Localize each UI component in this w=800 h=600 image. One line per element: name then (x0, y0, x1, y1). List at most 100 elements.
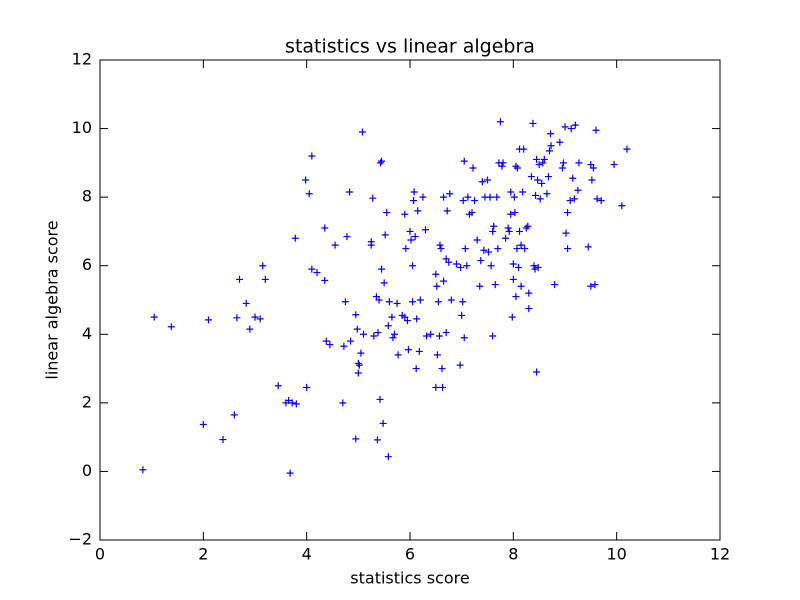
scatter-point (370, 332, 378, 340)
scatter-point (493, 193, 501, 201)
scatter-point (525, 289, 533, 297)
scatter-point (515, 263, 522, 271)
scatter-point (558, 164, 566, 172)
scatter-point (286, 469, 294, 477)
scatter-point (380, 279, 388, 287)
scatter-point (383, 209, 391, 217)
y-tick-label: 10 (72, 118, 92, 137)
scatter-point (352, 435, 360, 443)
scatter-point (546, 147, 553, 155)
scatter-point (292, 400, 300, 408)
scatter-point (354, 359, 362, 367)
scatter-point (538, 179, 546, 187)
scatter-point (150, 313, 158, 321)
scatter-point (321, 224, 329, 232)
scatter-point (413, 315, 421, 323)
scatter-point (504, 224, 512, 232)
scatter-point (389, 334, 397, 342)
scatter-point (524, 222, 532, 230)
scatter-point (499, 159, 507, 167)
scatter-point (375, 296, 383, 304)
scatter-point (525, 305, 533, 313)
scatter-point (512, 293, 520, 301)
x-tick-label: 12 (710, 545, 730, 564)
scatter-point (591, 281, 599, 289)
scatter-point (535, 161, 543, 169)
scatter-point (561, 123, 569, 131)
scatter-point (534, 176, 542, 184)
scatter-point (460, 157, 468, 165)
scatter-point (367, 238, 375, 246)
scatter-point (437, 245, 445, 253)
scatter-point (303, 383, 311, 391)
scatter-point (569, 174, 577, 182)
scatter-point (331, 241, 339, 249)
x-tick-label: 10 (606, 545, 626, 564)
scatter-point (403, 317, 411, 325)
scatter-point (532, 191, 540, 199)
x-tick-label: 0 (95, 545, 105, 564)
scatter-point (517, 282, 525, 290)
scatter-point (464, 193, 472, 201)
scatter-point (527, 173, 535, 181)
chart-title: statistics vs linear algebra (285, 36, 535, 58)
scatter-point (442, 329, 450, 337)
scatter-point (489, 227, 497, 235)
scatter-point (394, 351, 402, 359)
scatter-point (343, 233, 351, 241)
scatter-point (434, 298, 442, 306)
scatter-point (410, 188, 418, 196)
scatter-point (507, 210, 515, 218)
scatter-point (459, 197, 467, 205)
scatter-point (511, 209, 519, 217)
scatter-point (369, 194, 377, 202)
x-tick-label: 4 (302, 545, 312, 564)
scatter-point (463, 262, 471, 270)
scatter-point (274, 382, 282, 390)
scatter-point (485, 248, 493, 256)
scatter-point (486, 193, 494, 201)
scatter-point (423, 332, 431, 340)
scatter-point (402, 245, 410, 253)
scatter-point (593, 195, 601, 203)
scatter-point (529, 119, 537, 127)
scatter-point (358, 128, 366, 136)
scatter-point (502, 234, 510, 242)
scatter-point (443, 207, 451, 215)
scatter-point (445, 258, 453, 266)
scatter-point (167, 323, 175, 331)
scatter-point (556, 138, 564, 146)
scatter-point (354, 369, 362, 377)
scatter-point (379, 419, 387, 427)
y-tick-label: 6 (82, 255, 92, 274)
scatter-point (478, 178, 486, 186)
scatter-point (456, 361, 464, 369)
scatter-point (433, 351, 441, 359)
scatter-point (407, 236, 415, 244)
scatter-point (242, 299, 250, 307)
scatter-point (571, 121, 579, 129)
scatter-point (520, 145, 528, 153)
scatter-point (341, 298, 349, 306)
scatter-point (339, 399, 347, 407)
scatter-point (139, 466, 147, 474)
scatter-point (230, 411, 238, 419)
scatter-point (589, 164, 597, 172)
scatter-point (547, 142, 555, 150)
y-tick-label: 2 (82, 392, 92, 411)
scatter-point (409, 298, 417, 306)
scatter-point (477, 257, 485, 265)
scatter-point (199, 420, 207, 428)
scatter-point (567, 125, 575, 133)
scatter-point (623, 145, 631, 153)
scatter-point (256, 315, 264, 323)
scatter-point (439, 383, 447, 391)
scatter-point (352, 311, 360, 319)
scatter-point (346, 188, 354, 196)
scatter-point (484, 176, 491, 184)
scatter-point (447, 296, 455, 304)
scatter-point (378, 157, 386, 165)
scatter-point (436, 241, 444, 249)
scatter-point (285, 396, 293, 404)
scatter-point (521, 245, 529, 253)
